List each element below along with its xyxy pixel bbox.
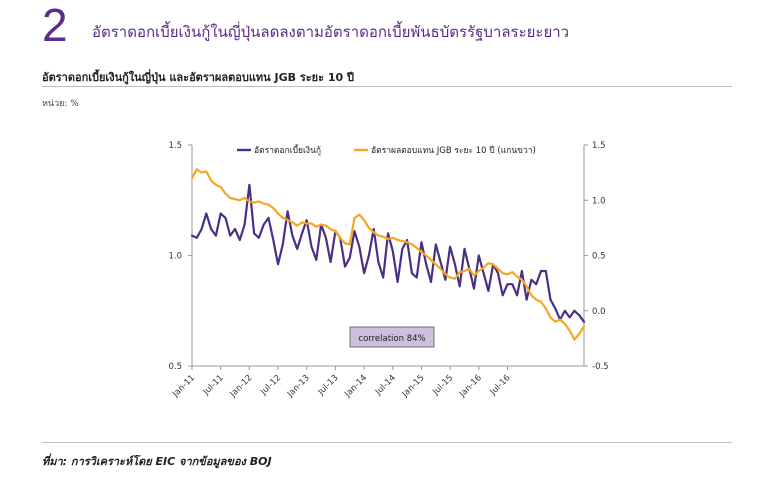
y-left-tick-label: 0.5 [168, 362, 182, 372]
chart-legend: อัตราดอกเบี้ยเงินกู้ อัตราผลตอบแทน JGB ระ… [237, 144, 536, 156]
correlation-annotation: correlation 84% [349, 326, 435, 348]
x-tick-label: Jul-15 [430, 373, 455, 398]
y-right-tick-label: -0.5 [592, 362, 609, 372]
x-tick-label: Jan-11 [170, 373, 197, 400]
x-tick-label: Jul-14 [373, 373, 398, 398]
correlation-box [349, 326, 435, 348]
legend-label-loan: อัตราดอกเบี้ยเงินกู้ [254, 144, 321, 156]
x-tick-label: Jan-16 [457, 373, 484, 400]
x-tick-label: Jan-15 [400, 373, 427, 400]
top-divider [42, 86, 732, 87]
y-left-tick-label: 1.5 [168, 141, 182, 151]
jgb-yield-line [190, 168, 586, 341]
loan-rate-line [190, 183, 586, 323]
x-tick-label: Jul-16 [488, 373, 513, 398]
series-layer [190, 168, 586, 341]
y-right-tick-label: 0.5 [592, 252, 606, 262]
figure-title: อัตราดอกเบี้ยเงินกู้ในญี่ปุ่นลดลงตามอัตร… [92, 23, 570, 41]
x-tick-label: Jan-14 [342, 373, 369, 400]
x-tick-label: Jul-13 [316, 373, 341, 398]
y-right-tick-label: 1.5 [592, 141, 606, 151]
correlation-label: correlation 84% [358, 334, 425, 344]
figure-number: 2 [42, 0, 68, 51]
x-tick-label: Jul-12 [258, 373, 283, 398]
legend-label-jgb: อัตราผลตอบแทน JGB ระยะ 10 ปี (แกนขวา) [371, 145, 536, 156]
source-note: ที่มา: การวิเคราะห์โดย EIC จากข้อมูลของ … [42, 455, 272, 468]
x-tick-label: Jan-13 [285, 373, 312, 400]
bottom-divider [42, 442, 732, 443]
x-tick-label: Jan-12 [228, 373, 255, 400]
y-left-tick-label: 1.0 [168, 252, 182, 262]
y-right-tick-label: 0.0 [592, 307, 606, 317]
y-right-tick-label: 1.0 [592, 196, 606, 206]
unit-label: หน่วย: % [42, 99, 79, 109]
x-tick-label: Jul-11 [201, 373, 226, 398]
chart-subtitle: อัตราดอกเบี้ยเงินกู้ในญี่ปุ่น และอัตราผล… [42, 71, 354, 84]
